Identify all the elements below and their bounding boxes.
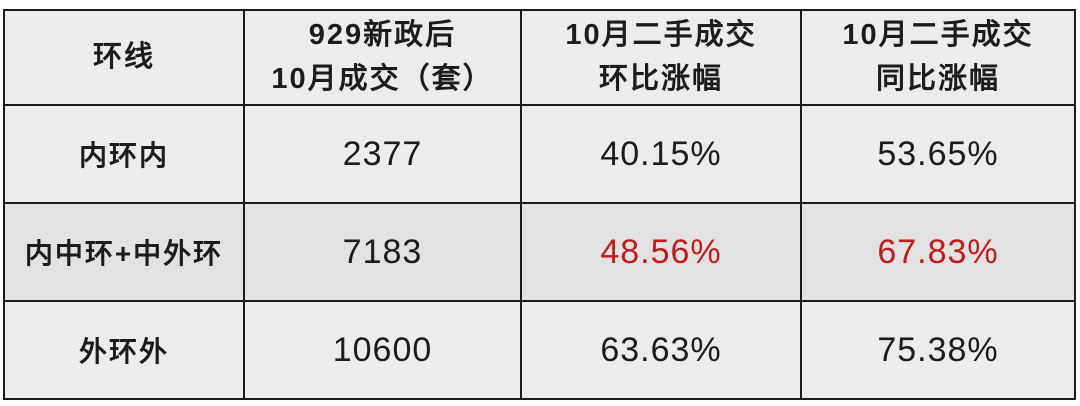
table-row: 内中环+中外环 7183 48.56% 67.83% (3, 202, 1076, 302)
deals-value: 2377 (243, 104, 522, 204)
header-october-deals: 929新政后 10月成交（套） (243, 9, 522, 106)
header-row: 环线 929新政后 10月成交（套） 10月二手成交 环比涨幅 10月二手成交 … (3, 9, 1076, 106)
yoy-value: 75.38% (800, 300, 1076, 400)
header-october-deals-line1: 929新政后 (308, 19, 457, 51)
table-row: 外环外 10600 63.63% 75.38% (3, 300, 1076, 400)
deals-value: 7183 (243, 202, 522, 302)
ring-label: 内环内 (3, 104, 245, 204)
header-ring-line: 环线 (3, 9, 245, 106)
ring-label: 内中环+中外环 (3, 202, 245, 302)
header-mom-growth-line2: 环比涨幅 (598, 62, 723, 95)
ring-label: 外环外 (3, 300, 245, 400)
mom-value: 48.56% (520, 202, 802, 302)
yoy-value: 53.65% (800, 104, 1076, 204)
header-ring-line-label: 环线 (92, 40, 155, 73)
header-october-deals-line2: 10月成交（套） (271, 62, 494, 95)
header-yoy-growth-line2: 同比涨幅 (875, 62, 1000, 95)
header-yoy-growth: 10月二手成交 同比涨幅 (800, 9, 1076, 106)
header-mom-growth: 10月二手成交 环比涨幅 (520, 9, 802, 106)
header-mom-growth-line1: 10月二手成交 (565, 19, 757, 51)
header-yoy-growth-line1: 10月二手成交 (842, 19, 1034, 51)
mom-value: 63.63% (520, 300, 802, 400)
yoy-value: 67.83% (800, 202, 1076, 302)
ring-transactions-table: 环线 929新政后 10月成交（套） 10月二手成交 环比涨幅 10月二手成交 … (3, 9, 1076, 400)
deals-value: 10600 (243, 300, 522, 400)
mom-value: 40.15% (520, 104, 802, 204)
table-row: 内环内 2377 40.15% 53.65% (3, 104, 1076, 204)
